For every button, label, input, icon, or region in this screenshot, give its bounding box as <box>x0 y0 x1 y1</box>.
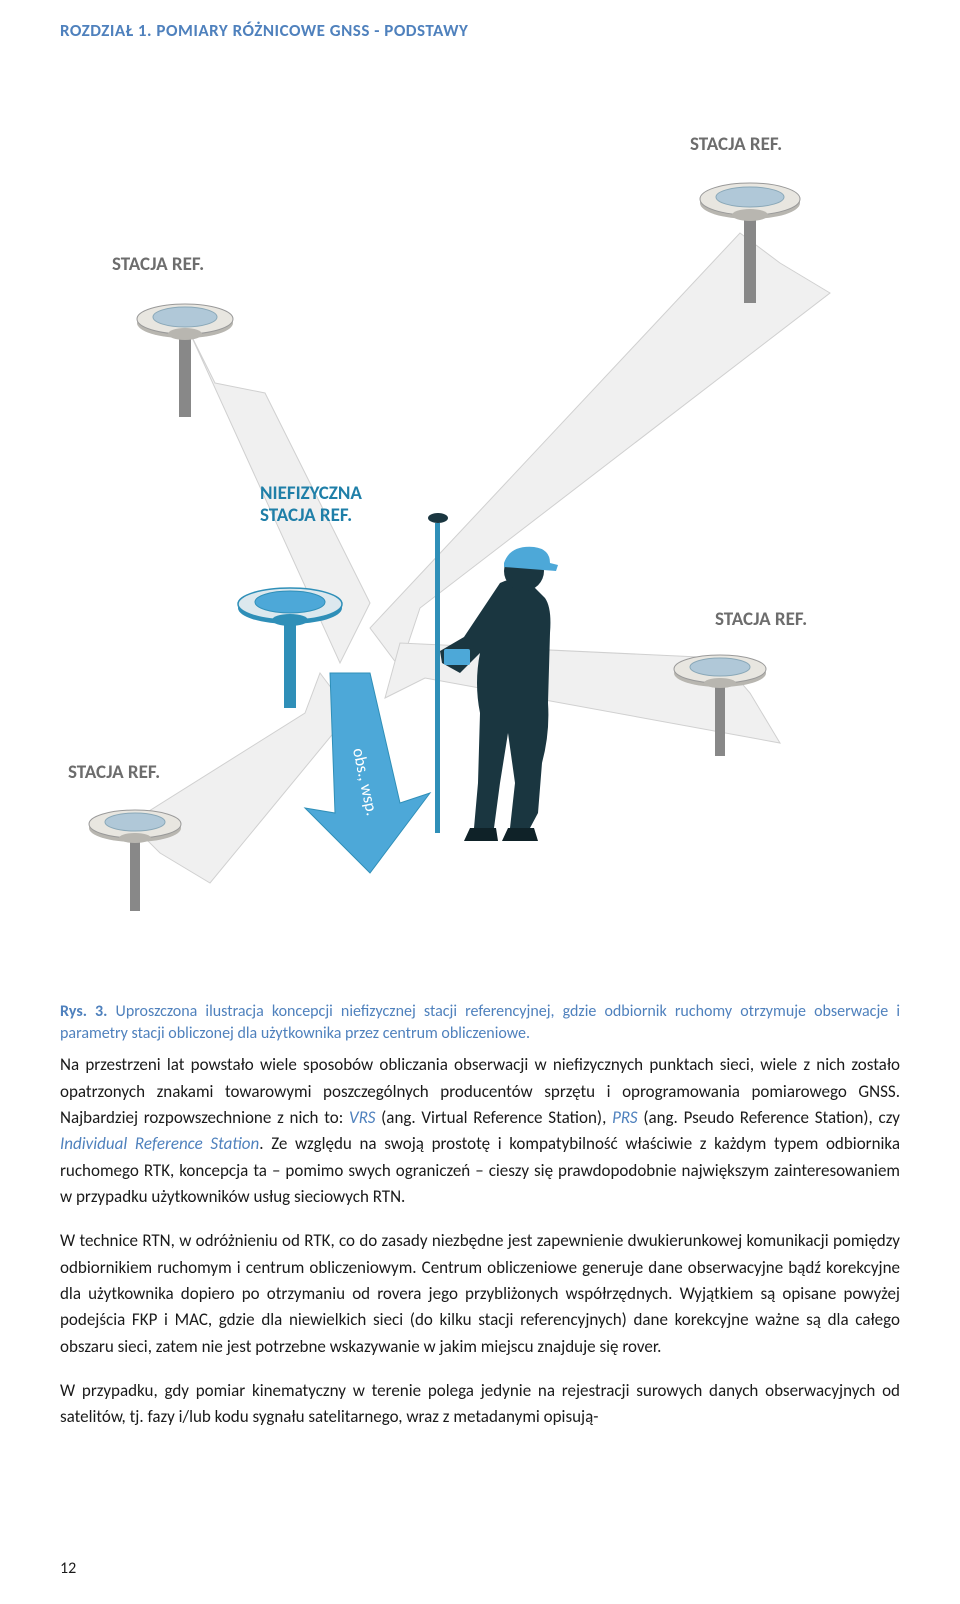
p1-irs: Individual Reference Station <box>60 1133 259 1154</box>
diagram-svg: obs., wsp. <box>60 53 900 983</box>
label-virtual: NIEFIZYCZNA STACJA REF. <box>260 483 362 527</box>
diagram: obs., wsp. <box>60 53 900 983</box>
label-mid-right: STACJA REF. <box>715 608 807 631</box>
paragraph-3: W przypadku, gdy pomiar kinematyczny w t… <box>60 1378 900 1431</box>
page-number: 12 <box>60 1559 76 1578</box>
figure-caption: Rys. 3. Uproszczona ilustracja koncepcji… <box>60 1001 900 1044</box>
antenna-upper-left <box>137 304 233 417</box>
antenna-lower-left <box>89 810 181 911</box>
label-lower-left: STACJA REF. <box>68 761 160 784</box>
paragraph-2: W technice RTN, w odróżnieniu od RTK, co… <box>60 1228 900 1360</box>
p1-b: (ang. Virtual Reference Station), <box>375 1107 612 1128</box>
caption-prefix: Rys. 3. <box>60 1002 116 1021</box>
p1-prs: PRS <box>612 1107 637 1128</box>
chapter-header: ROZDZIAŁ 1. POMIARY RÓŻNICOWE GNSS - POD… <box>60 20 900 41</box>
label-upper-left: STACJA REF. <box>112 253 204 276</box>
label-virtual-line2: STACJA REF. <box>260 504 352 527</box>
p1-vrs: VRS <box>349 1107 375 1128</box>
paragraph-1: Na przestrzeni lat powstało wiele sposob… <box>60 1052 900 1210</box>
label-virtual-line1: NIEFIZYCZNA <box>260 482 362 505</box>
p1-c: (ang. Pseudo Reference Station), czy <box>638 1107 900 1128</box>
label-top-right: STACJA REF. <box>690 133 782 156</box>
caption-body: Uproszczona ilustracja koncepcji niefizy… <box>60 1002 900 1043</box>
